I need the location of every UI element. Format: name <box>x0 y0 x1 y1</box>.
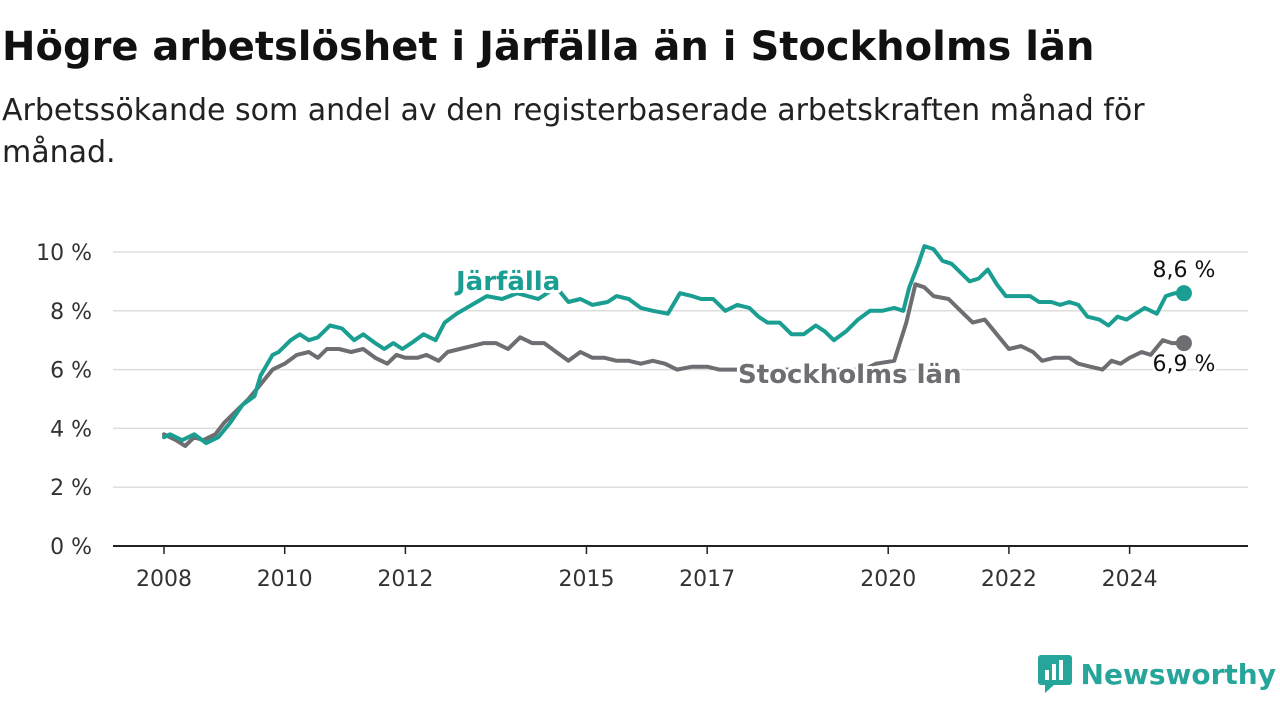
y-tick-label: 4 % <box>50 417 92 442</box>
x-tick-label: 2024 <box>1102 567 1158 592</box>
x-tick-label: 2020 <box>860 567 916 592</box>
brand: Newsworthy <box>1037 654 1276 694</box>
brand-name: Newsworthy <box>1080 657 1276 691</box>
series-label-stockholm: Stockholms län <box>738 360 962 390</box>
x-tick-label: 2012 <box>377 567 433 592</box>
chart-subtitle: Arbetssökande som andel av den registerb… <box>2 93 1145 170</box>
y-tick-label: 6 % <box>50 359 92 384</box>
chart-title: Högre arbetslöshet i Järfälla än i Stock… <box>2 24 1095 70</box>
y-tick-label: 0 % <box>50 535 92 560</box>
newsworthy-logo-icon <box>1037 655 1072 693</box>
x-tick-label: 2008 <box>136 567 192 592</box>
y-tick-label: 2 % <box>50 476 92 501</box>
series-line-stockholm <box>162 282 1186 448</box>
x-tick-label: 2010 <box>257 567 313 592</box>
end-point-stockholm <box>1175 335 1192 352</box>
x-tick-label: 2015 <box>558 567 614 592</box>
x-tick-label: 2017 <box>679 567 735 592</box>
series-line-jarfalla <box>162 244 1186 446</box>
end-label-stockholm: 6,9 % <box>1152 352 1215 377</box>
y-tick-label: 10 % <box>36 241 92 266</box>
end-label-jarfalla: 8,6 % <box>1152 258 1215 283</box>
end-point-jarfalla <box>1175 285 1192 302</box>
x-tick-label: 2022 <box>981 567 1037 592</box>
series-label-jarfalla: Järfälla <box>454 267 560 297</box>
y-tick-label: 8 % <box>50 300 92 325</box>
